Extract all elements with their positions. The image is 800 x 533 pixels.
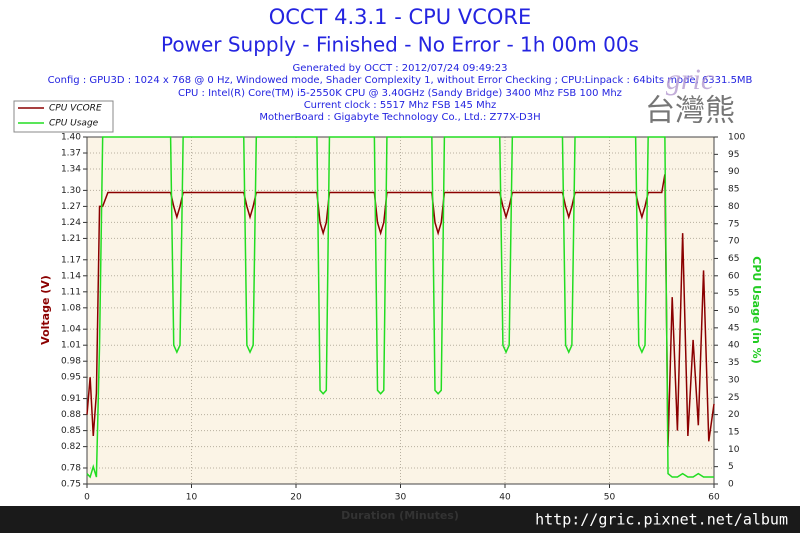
legend-label: CPU VCORE <box>49 104 102 114</box>
y2-tick-label: 85 <box>728 185 739 195</box>
y-tick-label: 1.40 <box>61 133 81 143</box>
chart-title: OCCT 4.3.1 - CPU VCORE <box>269 5 532 29</box>
info-line: MotherBoard : Gigabyte Technology Co., L… <box>259 112 540 123</box>
x-axis-title: Duration (Minutes) <box>341 509 459 522</box>
y-tick-label: 1.27 <box>61 202 81 212</box>
y-tick-label: 0.91 <box>61 394 81 404</box>
y2-tick-label: 55 <box>728 289 739 299</box>
x-tick-label: 10 <box>186 493 198 503</box>
y2-tick-label: 10 <box>728 445 740 455</box>
y2-tick-label: 90 <box>728 167 740 177</box>
y-tick-label: 1.14 <box>61 271 81 281</box>
legend-label: CPU Usage <box>49 119 99 129</box>
y2-tick-label: 80 <box>728 202 740 212</box>
y-tick-label: 1.08 <box>61 303 81 313</box>
x-tick-label: 60 <box>708 493 720 503</box>
y2-axis-title: CPU Usage (in %) <box>750 256 763 363</box>
chart-subtitle: Power Supply - Finished - No Error - 1h … <box>161 33 639 57</box>
x-tick-label: 30 <box>395 493 407 503</box>
info-line: Generated by OCCT : 2012/07/24 09:49:23 <box>292 63 507 74</box>
y-tick-label: 0.82 <box>61 442 81 452</box>
y2-tick-label: 20 <box>728 410 740 420</box>
y2-tick-label: 45 <box>728 323 739 333</box>
y-tick-label: 1.11 <box>61 287 81 297</box>
y-tick-label: 1.17 <box>61 255 81 265</box>
info-line: Config : GPU3D : 1024 x 768 @ 0 Hz, Wind… <box>48 75 753 86</box>
y2-tick-label: 35 <box>728 358 739 368</box>
y2-tick-label: 50 <box>728 306 740 316</box>
y-tick-label: 0.85 <box>61 426 81 436</box>
y2-tick-label: 60 <box>728 271 740 281</box>
y-tick-label: 1.04 <box>61 325 81 335</box>
y-tick-label: 0.75 <box>61 480 81 490</box>
y2-tick-label: 75 <box>728 219 739 229</box>
y2-tick-label: 30 <box>728 375 740 385</box>
x-tick-label: 20 <box>290 493 302 503</box>
info-line: CPU : Intel(R) Core(TM) i5-2550K CPU @ 3… <box>178 88 622 99</box>
y-tick-label: 0.95 <box>61 373 81 383</box>
y2-tick-label: 0 <box>728 480 734 490</box>
y2-tick-label: 15 <box>728 427 739 437</box>
x-tick-label: 0 <box>84 493 90 503</box>
y2-tick-label: 70 <box>728 237 740 247</box>
y-tick-label: 1.24 <box>61 218 81 228</box>
y2-tick-label: 95 <box>728 150 739 160</box>
y-tick-label: 0.88 <box>61 410 81 420</box>
logo-text: gric <box>666 63 714 96</box>
y-tick-label: 0.98 <box>61 357 81 367</box>
series-line <box>86 136 714 479</box>
y2-tick-label: 65 <box>728 254 739 264</box>
legend <box>13 100 114 133</box>
y2-tick-label: 40 <box>728 341 740 351</box>
y-tick-label: 1.21 <box>61 234 81 244</box>
x-tick-label: 40 <box>499 493 511 503</box>
y-tick-label: 1.37 <box>61 149 81 159</box>
logo-chars: 台灣熊 <box>645 94 735 129</box>
y-tick-label: 1.30 <box>61 186 81 196</box>
y-tick-label: 1.34 <box>61 165 81 175</box>
y2-tick-label: 100 <box>728 133 745 143</box>
info-line: Current clock : 5517 Mhz FSB 145 Mhz <box>304 100 497 111</box>
footer-bar <box>0 506 800 533</box>
y-axis-title: Voltage (V) <box>39 275 52 345</box>
y2-tick-label: 5 <box>728 462 734 472</box>
y-tick-label: 0.78 <box>61 463 81 473</box>
y2-tick-label: 25 <box>728 393 739 403</box>
y-tick-label: 1.01 <box>61 341 81 351</box>
x-tick-label: 50 <box>604 493 616 503</box>
watermark: http://gric.pixnet.net/album <box>535 511 788 529</box>
